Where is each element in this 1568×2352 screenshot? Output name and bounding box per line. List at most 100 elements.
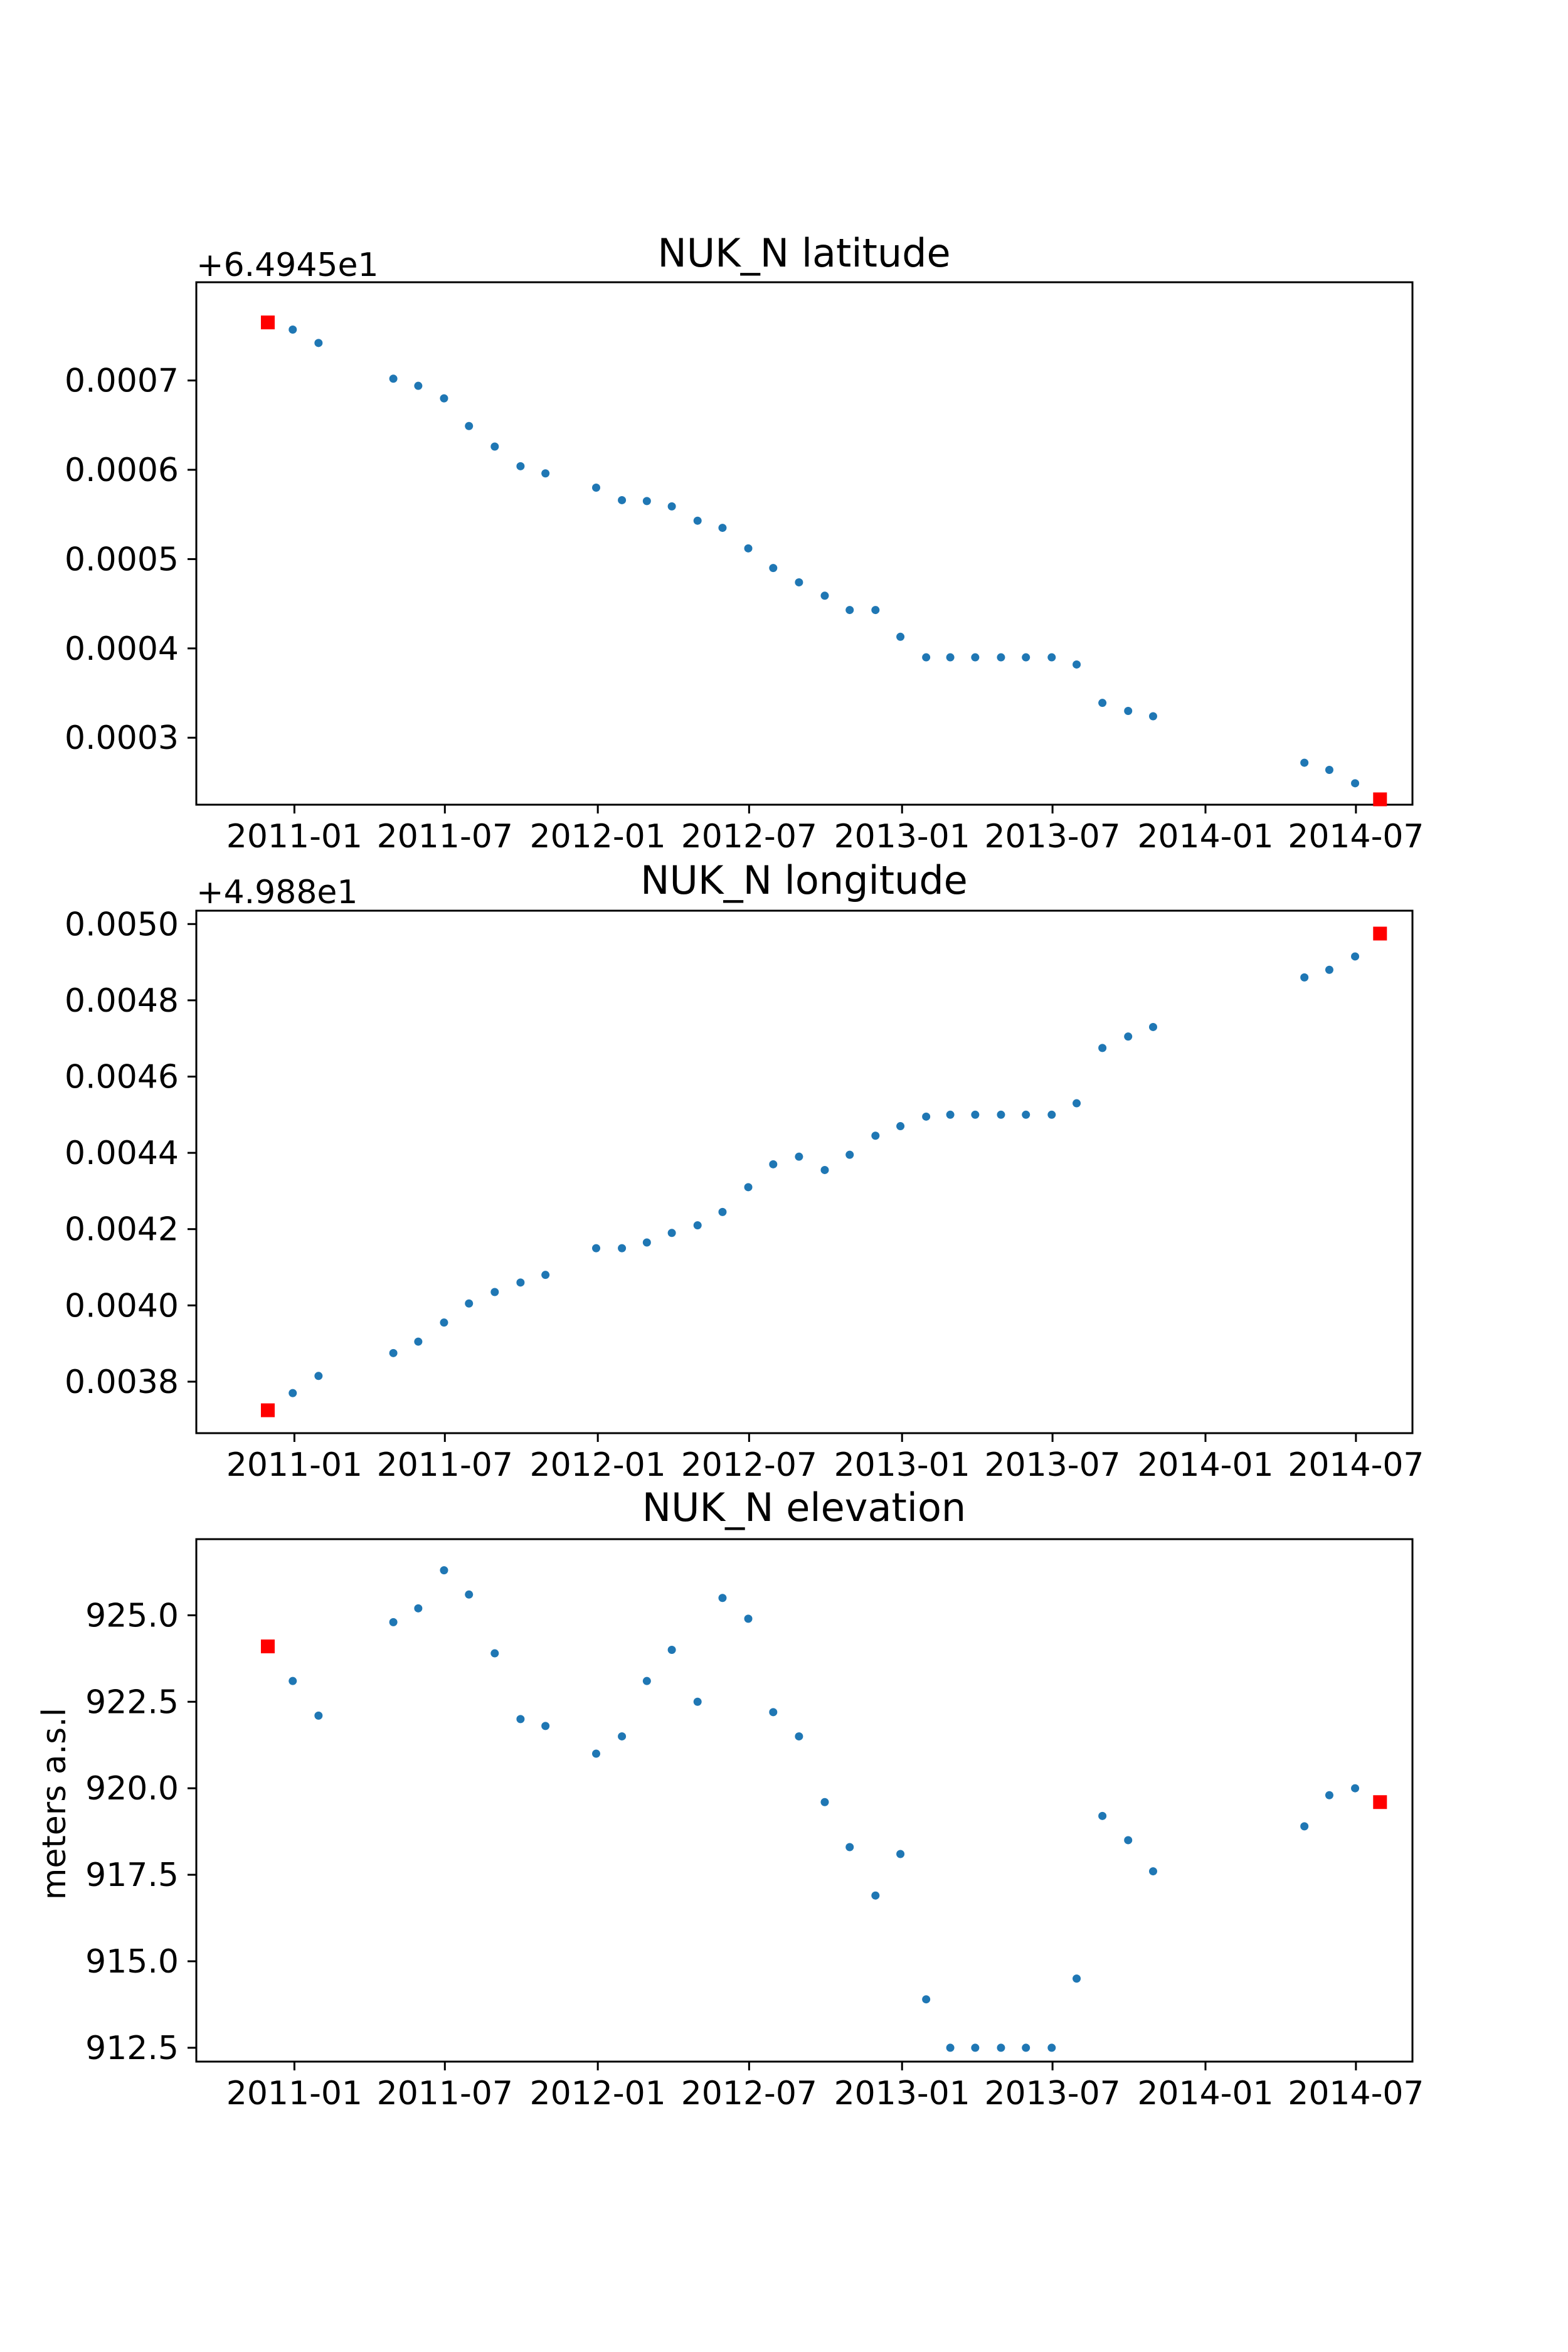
data-point bbox=[465, 1590, 474, 1599]
x-tick-label: 2012-01 bbox=[530, 1446, 666, 1484]
data-point bbox=[744, 544, 753, 553]
data-point bbox=[795, 1732, 803, 1740]
data-point bbox=[769, 1160, 778, 1168]
data-point bbox=[997, 653, 1005, 662]
x-tick-label: 2014-01 bbox=[1137, 2075, 1273, 2112]
data-point bbox=[871, 606, 880, 615]
data-point bbox=[389, 1348, 398, 1357]
data-point bbox=[820, 591, 829, 600]
data-point bbox=[1148, 1022, 1157, 1031]
data-point bbox=[314, 1372, 323, 1380]
x-tick-label: 2012-01 bbox=[530, 2075, 666, 2112]
data-point bbox=[769, 1708, 778, 1717]
data-point bbox=[971, 1110, 980, 1119]
data-point bbox=[490, 1649, 499, 1658]
data-point bbox=[642, 497, 651, 506]
y-tick-label: 0.0048 bbox=[65, 982, 179, 1020]
data-point bbox=[795, 578, 803, 586]
data-point bbox=[289, 1389, 297, 1397]
endpoint-marker bbox=[1373, 1795, 1387, 1809]
data-point bbox=[1300, 973, 1309, 982]
data-point bbox=[1124, 1836, 1133, 1845]
data-point bbox=[922, 653, 931, 662]
data-point bbox=[1351, 1784, 1360, 1793]
data-point bbox=[618, 495, 627, 504]
data-point bbox=[718, 524, 727, 532]
data-point bbox=[1022, 1110, 1030, 1119]
x-tick-label: 2012-07 bbox=[681, 1446, 817, 1484]
data-point bbox=[1148, 1867, 1157, 1876]
data-point bbox=[440, 1566, 448, 1575]
data-point bbox=[490, 1288, 499, 1296]
data-point bbox=[795, 1152, 803, 1161]
data-point bbox=[541, 1271, 550, 1279]
data-point bbox=[1351, 779, 1360, 788]
x-tick-label: 2014-07 bbox=[1288, 818, 1424, 856]
x-tick-label: 2013-07 bbox=[984, 818, 1120, 856]
data-point bbox=[1300, 1822, 1309, 1831]
data-point bbox=[718, 1207, 727, 1216]
endpoint-marker bbox=[1373, 792, 1387, 807]
data-point bbox=[490, 442, 499, 451]
data-point bbox=[1098, 1044, 1107, 1052]
data-point bbox=[1124, 1032, 1133, 1041]
data-point bbox=[440, 394, 448, 403]
data-point bbox=[1047, 2043, 1056, 2052]
data-point bbox=[414, 1337, 423, 1346]
data-point bbox=[845, 1843, 854, 1851]
data-point bbox=[896, 632, 905, 641]
y-tick-label: 0.0004 bbox=[65, 630, 179, 668]
longitude-title: NUK_N longitude bbox=[640, 857, 968, 903]
y-tick-label: 0.0006 bbox=[65, 452, 179, 489]
data-point bbox=[642, 1238, 651, 1247]
data-point bbox=[1073, 1099, 1081, 1108]
data-point bbox=[946, 1110, 955, 1119]
x-tick-label: 2012-07 bbox=[681, 818, 817, 856]
data-point bbox=[618, 1244, 627, 1253]
data-point bbox=[516, 1278, 525, 1287]
y-tick-label: 925.0 bbox=[85, 1597, 179, 1634]
x-tick-label: 2014-01 bbox=[1137, 818, 1273, 856]
elevation-ylabel: meters a.s.l bbox=[36, 1708, 73, 1900]
y-tick-label: 0.0050 bbox=[65, 906, 179, 943]
longitude-offset-text: +4.988e1 bbox=[196, 874, 358, 911]
data-point bbox=[541, 469, 550, 478]
data-point bbox=[1047, 1110, 1056, 1119]
data-point bbox=[1148, 712, 1157, 721]
x-tick-label: 2014-07 bbox=[1288, 1446, 1424, 1484]
data-point bbox=[1300, 758, 1309, 767]
data-point bbox=[693, 1697, 702, 1706]
x-tick-label: 2013-01 bbox=[834, 818, 970, 856]
x-tick-label: 2012-07 bbox=[681, 2075, 817, 2112]
data-point bbox=[971, 653, 980, 662]
data-point bbox=[896, 1122, 905, 1131]
longitude-plot-area: 2011-01 2011-07 2012-01 2012-07 2013-01 2013-… bbox=[65, 906, 1424, 1484]
data-point bbox=[997, 2043, 1005, 2052]
y-tick-label: 922.5 bbox=[85, 1683, 179, 1721]
data-point bbox=[845, 1150, 854, 1159]
x-tick-label: 2011-01 bbox=[226, 2075, 363, 2112]
x-tick-label: 2012-01 bbox=[530, 818, 666, 856]
x-tick-label: 2011-07 bbox=[377, 2075, 513, 2112]
endpoint-marker bbox=[260, 315, 275, 330]
x-tick-label: 2014-01 bbox=[1137, 1446, 1273, 1484]
data-point bbox=[1124, 706, 1133, 715]
y-tick-label: 912.5 bbox=[85, 2030, 179, 2067]
data-point bbox=[289, 325, 297, 334]
data-point bbox=[1325, 965, 1333, 974]
axes-frame bbox=[195, 281, 1414, 806]
elevation-plot-area: 2011-01 2011-07 2012-01 2012-07 2013-01 2013-… bbox=[85, 1538, 1424, 2112]
data-point bbox=[667, 1229, 676, 1237]
data-point bbox=[744, 1183, 753, 1192]
data-point bbox=[1325, 765, 1333, 774]
data-point bbox=[1325, 1791, 1333, 1799]
data-point bbox=[997, 1110, 1005, 1119]
latitude-plot-area: 2011-01 2011-07 2012-01 2012-07 2013-01 2013-… bbox=[65, 281, 1424, 856]
x-tick-label: 2011-07 bbox=[377, 818, 513, 856]
data-point bbox=[541, 1722, 550, 1730]
data-point bbox=[820, 1798, 829, 1806]
data-point bbox=[465, 1299, 474, 1308]
data-point bbox=[693, 1221, 702, 1230]
data-point bbox=[389, 1618, 398, 1626]
